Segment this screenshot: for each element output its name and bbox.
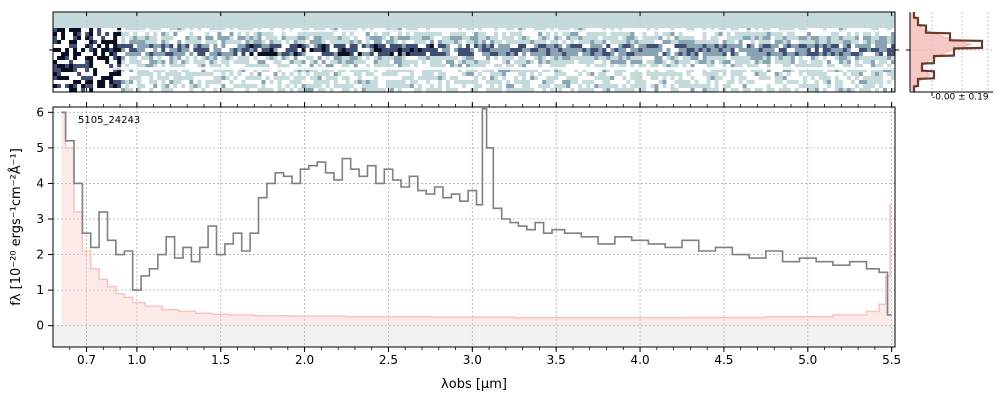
spectrum-1d-background bbox=[53, 107, 895, 347]
uncertainty-line bbox=[61, 111, 892, 319]
spectrum-1d-grid bbox=[53, 107, 895, 347]
uncertainty-shade bbox=[61, 112, 892, 326]
spectrum-1d-panel: 0.7 1.0 1.5 2.0 2.5 3.0 3.5 4.0 4.5 5.0 5.5 0 1 2 3 4 5… bbox=[8, 102, 901, 392]
y-tick-label: 2 bbox=[36, 248, 44, 262]
y-axis-label: fλ [10⁻²⁰ ergs⁻¹cm⁻²Å⁻¹] bbox=[8, 148, 24, 306]
profile-annotation: -0.00 ± 0.19 bbox=[932, 93, 989, 103]
x-axis-ticks: 0.7 1.0 1.5 2.0 2.5 3.0 3.5 4.0 4.5 5.0 5.5 bbox=[69, 102, 901, 367]
zero-level-band bbox=[53, 325, 895, 347]
x-axis-label: λobs [μm] bbox=[441, 377, 507, 392]
x-tick-label: 4.0 bbox=[631, 353, 650, 367]
spectrum-2d-image bbox=[53, 12, 895, 92]
spectrum-1d-frame bbox=[52, 106, 896, 348]
y-tick-label: 4 bbox=[36, 176, 44, 190]
y-tick-label: 1 bbox=[36, 283, 44, 297]
flux-line bbox=[61, 108, 892, 316]
x-tick-label: 1.0 bbox=[127, 353, 146, 367]
spectrum-2d-ticks bbox=[49, 12, 899, 92]
x-tick-label: 2.5 bbox=[379, 353, 398, 367]
x-tick-label: 2.0 bbox=[295, 353, 314, 367]
profile-panel: -0.00 ± 0.19 bbox=[906, 12, 993, 103]
x-tick-label: 5.0 bbox=[798, 353, 817, 367]
spectrum-2d-frame bbox=[52, 11, 896, 93]
spectrum-2d-panel bbox=[49, 11, 899, 93]
x-tick-label: 0.7 bbox=[77, 353, 96, 367]
object-id-label: 5105_24243 bbox=[78, 115, 140, 126]
spectrum-2d-grid bbox=[86, 12, 892, 92]
y-axis-ticks: 0 1 2 3 4 5 6 bbox=[36, 105, 53, 333]
x-tick-label: 5.5 bbox=[882, 353, 901, 367]
x-tick-label: 4.5 bbox=[714, 353, 733, 367]
spectrum-1d-plot-area bbox=[61, 108, 892, 326]
profile-plot bbox=[910, 12, 984, 92]
x-tick-label: 1.5 bbox=[211, 353, 230, 367]
y-tick-label: 3 bbox=[36, 212, 44, 226]
y-tick-label: 5 bbox=[36, 141, 44, 155]
y-tick-label: 6 bbox=[36, 105, 44, 119]
x-tick-label: 3.5 bbox=[547, 353, 566, 367]
x-tick-label: 3.0 bbox=[463, 353, 482, 367]
y-tick-label: 0 bbox=[36, 319, 44, 333]
